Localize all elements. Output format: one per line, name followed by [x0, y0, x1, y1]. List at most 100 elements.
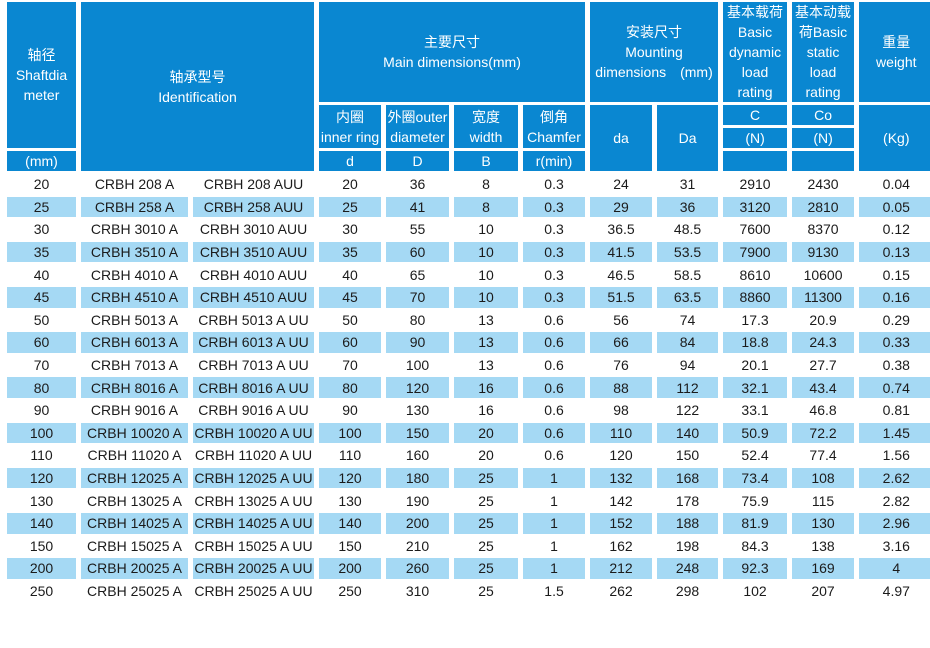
- cell-shaft-diameter: 45: [0, 284, 81, 310]
- cell-da: 76: [585, 352, 658, 378]
- cell-d: 120: [314, 465, 387, 491]
- cell-shaft-diameter: 90: [0, 397, 81, 423]
- cell-d: 30: [314, 217, 387, 242]
- cell-weight: 0.29: [854, 307, 930, 333]
- cell-da: 46.5: [585, 262, 658, 287]
- header-unit-N-static: (N): [787, 125, 860, 151]
- table-row: 25 CRBH 258 A CRBH 258 AUU 25 41 8 0.3 29 36 3120…: [0, 194, 930, 220]
- header-identification: 轴承型号 Identification: [75, 0, 320, 174]
- cell-model-a: CRBH 3510 A: [76, 239, 193, 265]
- cell-model-a: CRBH 5013 A: [76, 307, 193, 333]
- cell-shaft-diameter: 30: [0, 217, 81, 242]
- cell-D: 310: [381, 578, 455, 604]
- cell-Co: 46.8: [787, 397, 860, 423]
- cell-model-a-uu: CRBH 13025 A UU: [187, 488, 320, 513]
- cell-shaft-diameter: 35: [0, 239, 81, 265]
- header-empty-cell-Co: [787, 148, 860, 174]
- cell-d: 50: [314, 307, 387, 333]
- cell-B: 13: [449, 352, 524, 378]
- cell-Da: 150: [652, 443, 724, 468]
- cell-Da: 94: [652, 352, 724, 378]
- cell-Da: 188: [652, 510, 724, 536]
- cell-Co: 9130: [787, 239, 860, 265]
- cell-Co: 27.7: [787, 352, 860, 378]
- cell-Co: 20.9: [787, 307, 860, 333]
- cell-weight: 1.45: [854, 420, 930, 446]
- table-row: 80 CRBH 8016 A CRBH 8016 A UU 80 120 16 0.6 88 1…: [0, 375, 930, 400]
- cell-Da: 58.5: [652, 262, 724, 287]
- cell-D: 180: [381, 465, 455, 491]
- cell-r-min: 0.6: [518, 397, 591, 423]
- cell-Da: 48.5: [652, 217, 724, 242]
- cell-model-a-uu: CRBH 7013 A UU: [187, 352, 320, 378]
- cell-Da: 31: [652, 171, 724, 197]
- cell-model-a-uu: CRBH 20025 A UU: [187, 556, 320, 581]
- cell-Da: 248: [652, 556, 724, 581]
- cell-weight: 0.05: [854, 194, 930, 220]
- cell-shaft-diameter: 40: [0, 262, 81, 287]
- table-row: 20 CRBH 208 A CRBH 208 AUU 20 36 8 0.3 24 31 2910…: [0, 171, 930, 197]
- cell-model-a-uu: CRBH 3510 AUU: [187, 239, 320, 265]
- cell-r-min: 0.6: [518, 330, 591, 355]
- cell-weight: 1.56: [854, 443, 930, 468]
- header-symbol-D: D: [381, 148, 455, 174]
- cell-d: 130: [314, 488, 387, 513]
- table-body: 20 CRBH 208 A CRBH 208 AUU 20 36 8 0.3 24 31 2910…: [0, 171, 930, 604]
- cell-Co: 43.4: [787, 375, 860, 400]
- table-row: 50 CRBH 5013 A CRBH 5013 A UU 50 80 13 0.6 56 74…: [0, 307, 930, 333]
- header-symbol-C: C: [718, 102, 793, 128]
- cell-da: 110: [585, 420, 658, 446]
- cell-r-min: 1: [518, 533, 591, 559]
- cell-D: 90: [381, 330, 455, 355]
- cell-model-a: CRBH 14025 A: [76, 510, 193, 536]
- cell-shaft-diameter: 130: [0, 488, 81, 513]
- cell-B: 10: [449, 262, 524, 287]
- cell-Da: 168: [652, 465, 724, 491]
- table-row: 90 CRBH 9016 A CRBH 9016 A UU 90 130 16 0.6 98 1…: [0, 397, 930, 423]
- cell-Da: 140: [652, 420, 724, 446]
- cell-D: 260: [381, 556, 455, 581]
- cell-model-a-uu: CRBH 8016 A UU: [187, 375, 320, 400]
- cell-Da: 63.5: [652, 284, 724, 310]
- cell-D: 41: [381, 194, 455, 220]
- cell-Da: 178: [652, 488, 724, 513]
- header-symbol-d: d: [314, 148, 387, 174]
- cell-weight: 0.81: [854, 397, 930, 423]
- cell-d: 90: [314, 397, 387, 423]
- cell-d: 45: [314, 284, 387, 310]
- cell-d: 70: [314, 352, 387, 378]
- cell-weight: 0.15: [854, 262, 930, 287]
- header-basic-static-load: 基本动载 荷Basic static load rating: [787, 0, 860, 105]
- cell-D: 210: [381, 533, 455, 559]
- table-row: 200 CRBH 20025 A CRBH 20025 A UU 200 260 25 1 2…: [0, 556, 930, 581]
- table-row: 30 CRBH 3010 A CRBH 3010 AUU 30 55 10 0.3 36.5 4…: [0, 217, 930, 242]
- spec-table: 轴径 Shaftdia meter 轴承型号 Identification 主要…: [0, 0, 930, 604]
- cell-B: 25: [449, 578, 524, 604]
- cell-da: 24: [585, 171, 658, 197]
- cell-weight: 0.33: [854, 330, 930, 355]
- cell-shaft-diameter: 50: [0, 307, 81, 333]
- cell-model-a: CRBH 12025 A: [76, 465, 193, 491]
- cell-Da: 298: [652, 578, 724, 604]
- cell-shaft-diameter: 20: [0, 171, 81, 197]
- cell-B: 13: [449, 330, 524, 355]
- cell-model-a-uu: CRBH 258 AUU: [187, 194, 320, 220]
- cell-da: 162: [585, 533, 658, 559]
- cell-weight: 0.74: [854, 375, 930, 400]
- cell-r-min: 0.6: [518, 443, 591, 468]
- cell-shaft-diameter: 80: [0, 375, 81, 400]
- table-row: 120 CRBH 12025 A CRBH 12025 A UU 120 180 25 1 1…: [0, 465, 930, 491]
- cell-shaft-diameter: 250: [0, 578, 81, 604]
- cell-weight: 2.62: [854, 465, 930, 491]
- cell-Co: 108: [787, 465, 860, 491]
- cell-weight: 0.13: [854, 239, 930, 265]
- cell-d: 140: [314, 510, 387, 536]
- cell-model-a-uu: CRBH 4010 AUU: [187, 262, 320, 287]
- table-row: 130 CRBH 13025 A CRBH 13025 A UU 130 190 25 1 1…: [0, 488, 930, 513]
- header-chamfer: 倒角 Chamfer: [518, 102, 591, 151]
- cell-C: 33.1: [718, 397, 793, 423]
- cell-weight: 4.97: [854, 578, 930, 604]
- cell-B: 10: [449, 239, 524, 265]
- cell-model-a-uu: CRBH 6013 A UU: [187, 330, 320, 355]
- cell-C: 102: [718, 578, 793, 604]
